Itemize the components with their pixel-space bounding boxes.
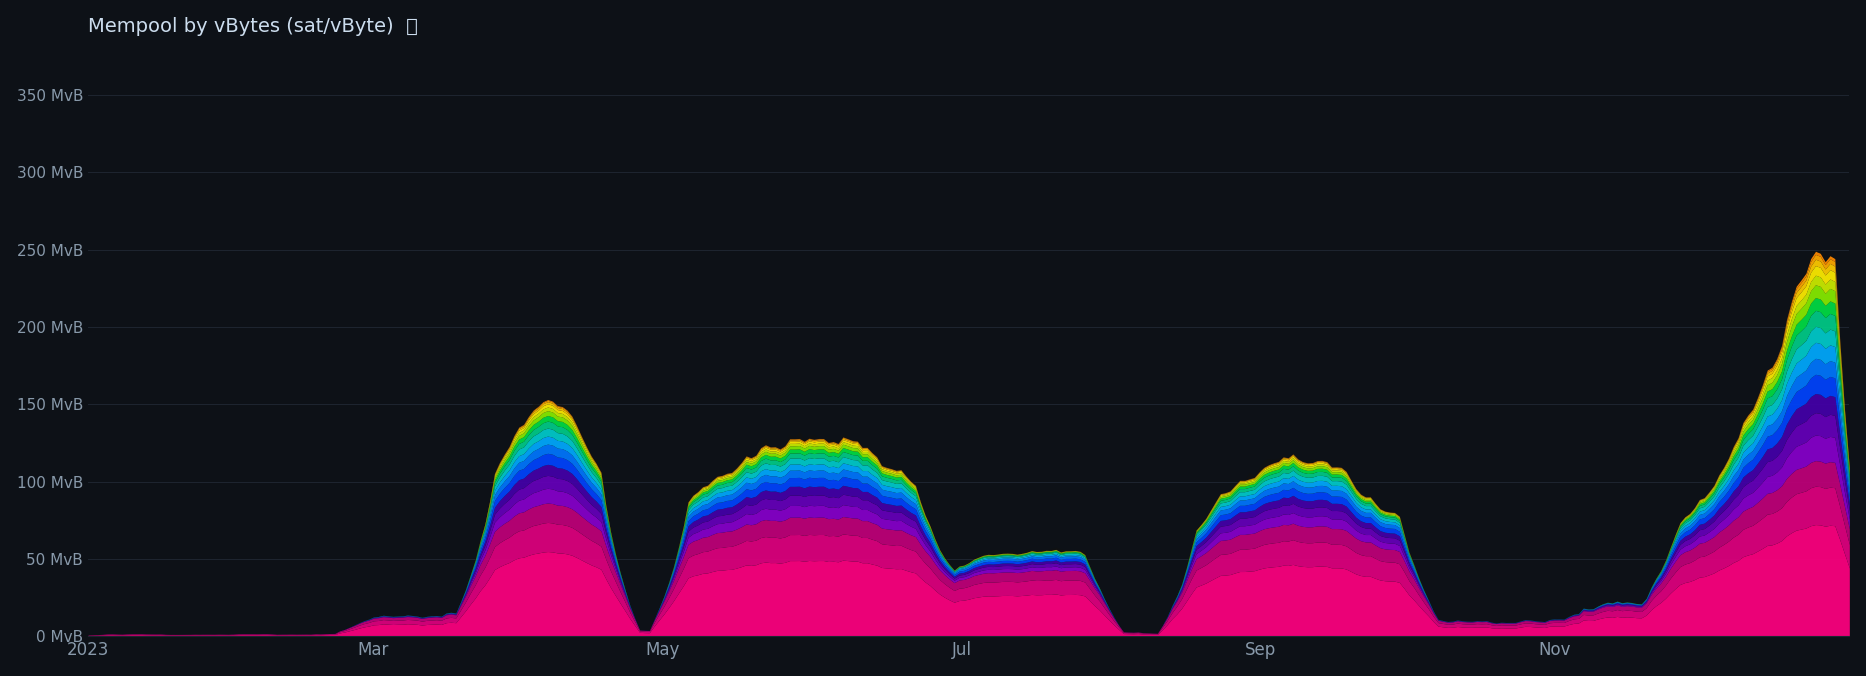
Text: Mempool by vBytes (sat/vByte)  ⤓: Mempool by vBytes (sat/vByte) ⤓ (88, 17, 418, 36)
